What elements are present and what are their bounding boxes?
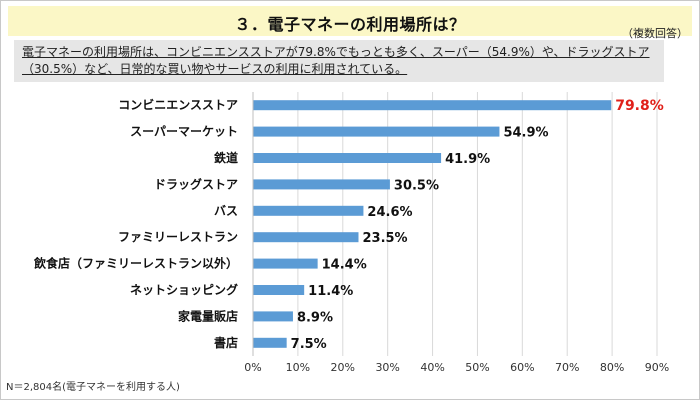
x-tick-label: 50% [465,361,489,374]
bar [253,337,287,348]
bar [253,285,305,295]
x-tick-label: 0% [244,361,261,374]
x-tick-label: 40% [420,361,444,374]
multiple-answer-note: （複数回答） [622,27,688,40]
x-tick-label: 10% [286,361,310,374]
category-label: 飲食店（ファミリーレストラン以外） [33,256,238,271]
x-tick-label: 20% [331,361,355,374]
value-label: 79.8% [615,98,664,114]
value-label: 14.4% [322,258,367,273]
value-label: 41.9% [445,152,490,167]
bar [253,126,500,137]
bar [253,153,442,163]
summary-text: 電子マネーの利用場所は、コンビニエンスストアが79.8%でもっとも多く、スーパー… [22,45,650,76]
category-label: 鉄道 [214,150,238,165]
category-label: バス [214,204,238,218]
x-tick-label: 80% [600,361,624,374]
category-label: ネットショッピング [130,282,238,297]
bar [253,232,359,243]
x-tick-label: 60% [510,361,534,374]
value-label: 54.9% [503,126,548,141]
summary-box: 電子マネーの利用場所は、コンビニエンスストアが79.8%でもっとも多く、スーパー… [14,40,664,82]
bar [253,179,390,190]
category-label: 家電量販店 [178,308,238,323]
value-label: 7.5% [291,337,327,352]
value-label: 30.5% [394,178,439,193]
value-label: 23.5% [362,231,407,246]
bar [253,258,318,269]
sample-size-footnote: N＝2,804名(電子マネーを利用する人) [6,382,180,393]
category-label: ファミリーレストラン [118,230,238,244]
x-tick-label: 30% [375,361,399,374]
bar [253,311,293,322]
value-label: 11.4% [308,284,353,299]
bar [253,100,612,111]
x-tick-label: 70% [555,361,579,374]
title-band: ３．電子マネーの利用場所は？ [8,6,692,36]
category-label: コンビニエンスストア [118,97,238,112]
category-label: スーパーマーケット [130,125,238,139]
value-label: 8.9% [297,310,333,325]
bar [253,205,364,216]
category-label: ドラッグストア [154,176,238,191]
chart-title: ３．電子マネーの利用場所は？ [234,15,466,34]
category-label: 書店 [214,335,238,350]
value-label: 24.6% [367,205,412,220]
x-tick-label: 90% [645,361,669,374]
